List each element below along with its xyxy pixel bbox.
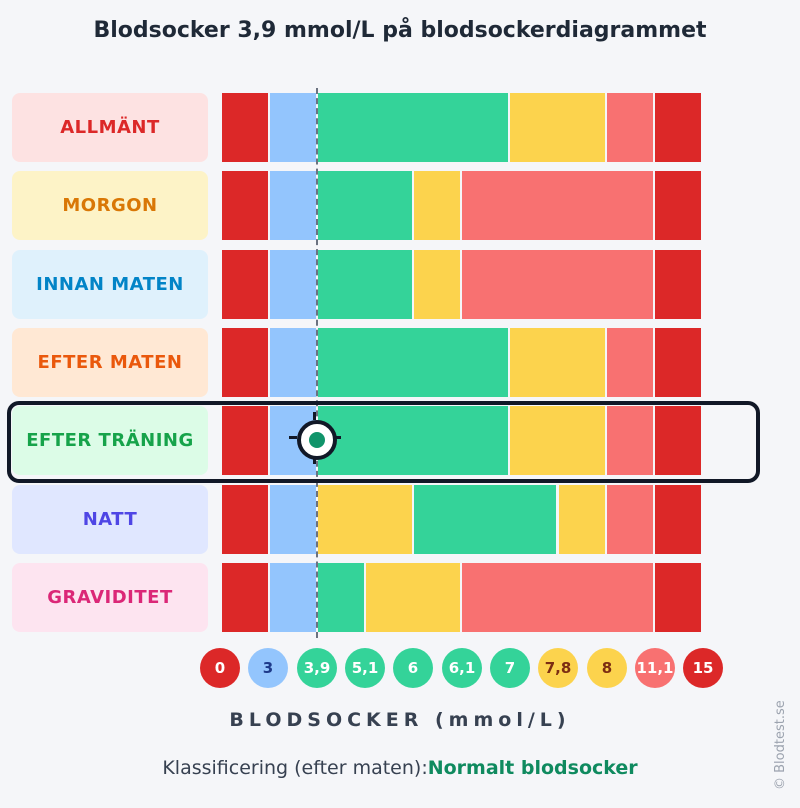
row-label: GRAVIDITET xyxy=(12,563,208,632)
row-label: NATT xyxy=(12,485,208,554)
band-segment-yellow xyxy=(510,406,605,475)
chart-title: Blodsocker 3,9 mmol/L på blodsockerdiagr… xyxy=(93,18,707,43)
band-segment-blue xyxy=(270,93,316,162)
band-segment-red xyxy=(655,406,701,475)
band-segment-red xyxy=(222,485,268,554)
highlighted-row-frame xyxy=(7,401,760,483)
marker-line xyxy=(316,88,318,638)
row-label: MORGON xyxy=(12,171,208,240)
band-segment-red xyxy=(222,328,268,397)
x-tick-label: 3 xyxy=(248,648,288,688)
band-segment-red xyxy=(222,406,268,475)
band-segment-red xyxy=(222,171,268,240)
band-segment-red xyxy=(655,328,701,397)
x-tick-label: 5,1 xyxy=(345,648,385,688)
row-label: ALLMÄNT xyxy=(12,93,208,162)
classification-text: Klassificering (efter maten):Normalt blo… xyxy=(0,757,800,779)
band-segment-green xyxy=(318,406,508,475)
band-segment-red xyxy=(222,563,268,632)
band-segment-salmon xyxy=(607,328,653,397)
row-label: EFTER MATEN xyxy=(12,328,208,397)
band-segment-salmon xyxy=(607,406,653,475)
value-marker xyxy=(289,412,341,464)
band-segment-red xyxy=(655,93,701,162)
band-segment-green xyxy=(318,328,508,397)
x-tick-label: 6 xyxy=(393,648,433,688)
band-segment-yellow xyxy=(510,328,605,397)
x-axis-label: BLODSOCKER (mmol/L) xyxy=(229,709,571,731)
band-segment-red xyxy=(655,250,701,319)
x-tick-label: 0 xyxy=(200,648,240,688)
band-segment-salmon xyxy=(462,171,653,240)
classification-result: Normalt blodsocker xyxy=(427,757,638,779)
band-segment-blue xyxy=(270,250,316,319)
band-segment-yellow xyxy=(366,563,460,632)
band-segment-green xyxy=(318,171,412,240)
copyright-text: © Blodtest.se xyxy=(773,700,788,790)
band-segment-green xyxy=(318,93,508,162)
band-segment-yellow xyxy=(559,485,605,554)
band-segment-salmon xyxy=(462,250,653,319)
band-segment-green xyxy=(414,485,556,554)
x-tick-label: 3,9 xyxy=(297,648,337,688)
band-segment-yellow xyxy=(414,171,460,240)
x-tick-label: 7,8 xyxy=(538,648,578,688)
band-segment-yellow xyxy=(414,250,460,319)
band-segment-salmon xyxy=(607,485,653,554)
band-segment-green xyxy=(318,563,364,632)
band-segment-salmon xyxy=(462,563,653,632)
row-label: INNAN MATEN xyxy=(12,250,208,319)
value-marker-dot xyxy=(309,432,325,448)
x-tick-label: 6,1 xyxy=(442,648,482,688)
band-segment-red xyxy=(655,171,701,240)
band-segment-blue xyxy=(270,563,316,632)
band-segment-yellow xyxy=(510,93,605,162)
band-segment-red xyxy=(222,250,268,319)
classification-prefix: Klassificering (efter maten): xyxy=(162,757,428,779)
x-tick-label: 7 xyxy=(490,648,530,688)
band-segment-blue xyxy=(270,328,316,397)
band-segment-red xyxy=(655,485,701,554)
band-segment-red xyxy=(222,93,268,162)
band-segment-red xyxy=(655,563,701,632)
band-segment-green xyxy=(318,250,412,319)
band-segment-yellow xyxy=(318,485,412,554)
band-segment-salmon xyxy=(607,93,653,162)
x-tick-label: 11,1 xyxy=(635,648,675,688)
x-tick-label: 15 xyxy=(683,648,723,688)
row-label: EFTER TRÄNING xyxy=(12,406,208,475)
x-tick-label: 8 xyxy=(587,648,627,688)
band-segment-blue xyxy=(270,485,316,554)
band-segment-blue xyxy=(270,171,316,240)
